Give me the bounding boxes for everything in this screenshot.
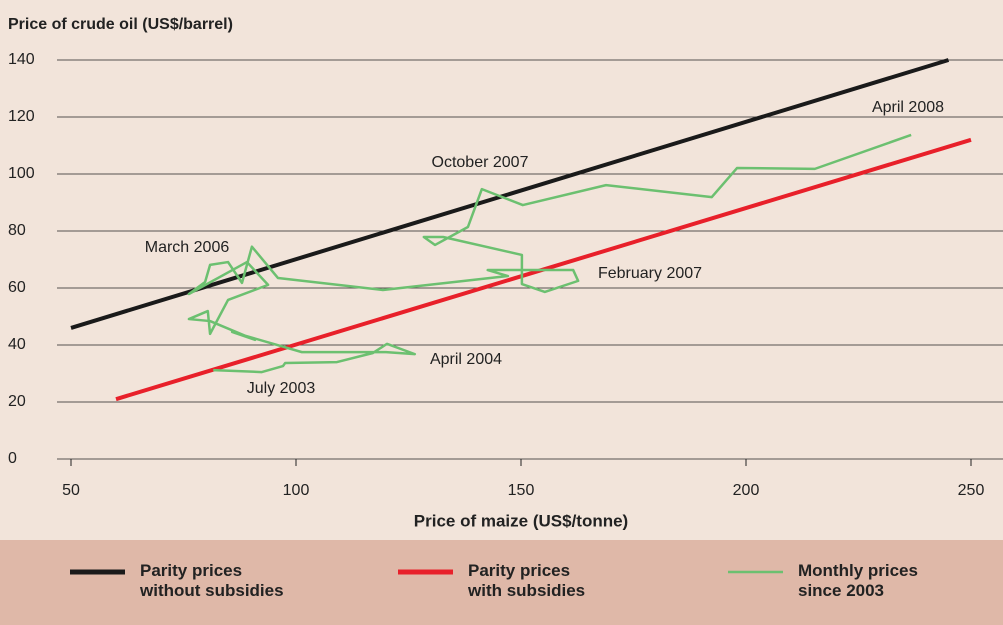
annotation: April 2004 — [430, 351, 502, 368]
x-tick-label: 200 — [733, 482, 760, 499]
y-axis-title: Price of crude oil (US$/barrel) — [8, 16, 233, 33]
y-tick-label: 120 — [8, 108, 35, 125]
y-tick-label: 140 — [8, 51, 35, 68]
y-tick-label: 100 — [8, 165, 35, 182]
annotation: October 2007 — [432, 154, 529, 171]
legend-line: Parity prices — [140, 561, 242, 580]
legend-label: Parity prices without subsidies — [139, 561, 284, 600]
legend-line: with subsidies — [467, 581, 585, 600]
x-tick-label: 100 — [283, 482, 310, 499]
series-line — [187, 133, 912, 374]
annotation: July 2003 — [247, 380, 316, 397]
annotation: April 2008 — [872, 99, 944, 116]
legend-label: Parity prices with subsidies — [467, 561, 585, 600]
legend-band — [0, 540, 1003, 625]
x-tick-label: 250 — [958, 482, 985, 499]
series-line — [70, 58, 950, 330]
y-tick-label: 80 — [8, 222, 26, 239]
annotation: February 2007 — [598, 265, 702, 282]
legend-line: since 2003 — [798, 581, 884, 600]
legend-line: Monthly prices — [798, 561, 918, 580]
y-tick-label: 60 — [8, 279, 26, 296]
legend-line: Parity prices — [468, 561, 570, 580]
y-tick-label: 0 — [8, 450, 17, 467]
legend-label: Monthly prices since 2003 — [798, 561, 918, 600]
x-tick-label: 50 — [62, 482, 80, 499]
annotation: March 2006 — [145, 239, 230, 256]
y-tick-label: 40 — [8, 336, 26, 353]
x-axis-title: Price of maize (US$/tonne) — [414, 511, 628, 530]
x-tick-label: 150 — [508, 482, 535, 499]
legend-line: without subsidies — [139, 581, 284, 600]
y-tick-label: 20 — [8, 393, 26, 410]
